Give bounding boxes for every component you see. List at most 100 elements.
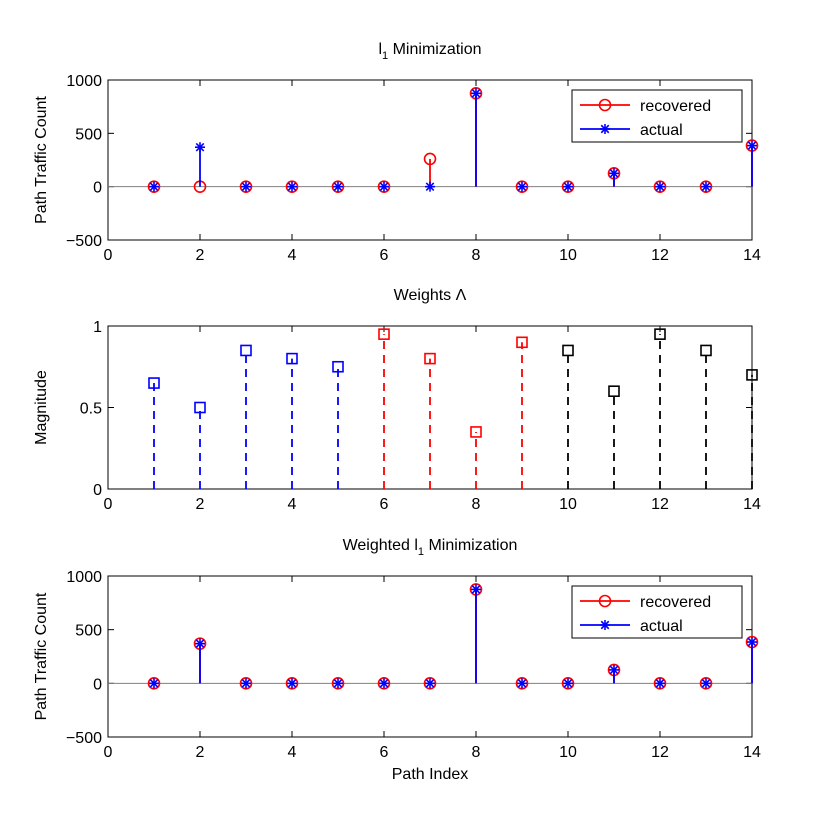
marker-weight (424, 352, 436, 365)
x-tick-label: 6 (380, 496, 389, 513)
marker-actual (149, 678, 159, 689)
marker-actual (701, 181, 711, 192)
marker-recovered (653, 677, 667, 690)
x-tick-label: 2 (196, 247, 205, 264)
marker-actual (241, 181, 251, 192)
marker-recovered (285, 180, 299, 193)
marker-recovered (653, 180, 667, 193)
x-axis-label: Path Index (392, 766, 469, 783)
marker-weight (240, 344, 252, 357)
marker-weight (286, 352, 298, 365)
legend-label-actual: actual (640, 122, 683, 139)
x-tick-label: 0 (104, 496, 113, 513)
marker-recovered (561, 677, 575, 690)
marker-recovered (377, 180, 391, 193)
x-tick-label: 4 (288, 247, 297, 264)
legend-marker-recovered (598, 594, 612, 608)
x-tick-label: 2 (196, 744, 205, 761)
y-axis-label: Path Traffic Count (33, 592, 50, 720)
marker-recovered (239, 677, 253, 690)
legend-marker-actual (600, 620, 610, 630)
y-axis-label: Magnitude (33, 370, 50, 445)
marker-recovered (699, 180, 713, 193)
legend-label-recovered: recovered (640, 98, 711, 115)
marker-actual (379, 181, 389, 192)
legend-marker-actual (600, 124, 610, 134)
legend: recovered actual (571, 585, 743, 639)
marker-actual (609, 168, 619, 179)
legend-marker-recovered (598, 98, 612, 112)
legend-box (571, 585, 743, 639)
marker-weight (700, 344, 712, 357)
y-tick-label: 500 (75, 623, 102, 640)
y-tick-label: 0.5 (80, 401, 102, 418)
marker-actual (471, 88, 481, 99)
y-axis-label: Path Traffic Count (33, 96, 50, 224)
x-tick-label: 0 (104, 247, 113, 264)
marker-weight (148, 377, 160, 389)
marker-actual (655, 181, 665, 192)
x-tick-label: 8 (472, 496, 481, 513)
marker-weight (332, 360, 344, 373)
legend-box (571, 89, 743, 143)
marker-recovered (377, 677, 391, 690)
marker-actual (563, 181, 573, 192)
marker-recovered (331, 677, 345, 690)
marker-actual (517, 678, 527, 689)
marker-weight (562, 344, 574, 357)
x-tick-label: 12 (651, 744, 669, 761)
x-tick-label: 14 (743, 496, 761, 513)
marker-actual (195, 142, 205, 153)
marker-recovered (423, 152, 437, 166)
series-actual (149, 88, 757, 192)
marker-recovered (515, 180, 529, 193)
series-weights (148, 328, 758, 489)
y-tick-label: 0 (93, 180, 102, 197)
marker-recovered (423, 677, 437, 690)
marker-actual (747, 637, 757, 648)
marker-actual (517, 181, 527, 192)
marker-actual (425, 678, 435, 689)
chart-panel-2: 0 2 4 6 8 10 12 14 0 0.5 1 Weights Λ Magnitude (33, 287, 761, 513)
x-tick-label: 12 (651, 247, 669, 264)
marker-actual (195, 638, 205, 649)
marker-actual (609, 664, 619, 675)
legend-label-recovered: recovered (640, 594, 711, 611)
marker-weight (608, 385, 620, 398)
marker-weight (470, 426, 482, 438)
x-tick-label: 8 (472, 744, 481, 761)
x-tick-label: 4 (288, 744, 297, 761)
marker-recovered (147, 677, 161, 690)
marker-actual (701, 678, 711, 689)
marker-actual (425, 181, 435, 192)
marker-recovered (699, 677, 713, 690)
x-tick-label: 10 (559, 744, 577, 761)
y-tick-label: 1 (93, 319, 102, 336)
marker-actual (333, 678, 343, 689)
x-tick-label: 6 (380, 744, 389, 761)
marker-weight (746, 369, 758, 381)
marker-actual (333, 181, 343, 192)
marker-weight (378, 328, 390, 340)
x-tick-label: 12 (651, 496, 669, 513)
chart-title: Weighted l1 Minimization (343, 537, 518, 558)
x-tick-label: 6 (380, 247, 389, 264)
marker-actual (287, 181, 297, 192)
x-tick-label: 10 (559, 247, 577, 264)
chart-title: l1 Minimization (378, 41, 481, 62)
marker-recovered (561, 180, 575, 193)
legend: recovered actual (571, 89, 743, 143)
marker-recovered (147, 180, 161, 193)
marker-actual (471, 584, 481, 595)
x-tick-label: 14 (743, 744, 761, 761)
x-tick-label: 2 (196, 496, 205, 513)
marker-actual (287, 678, 297, 689)
y-tick-label: 0 (93, 482, 102, 499)
y-tick-label: 500 (75, 126, 102, 143)
x-tick-label: 14 (743, 247, 761, 264)
x-tick-label: 10 (559, 496, 577, 513)
x-tick-label: 8 (472, 247, 481, 264)
